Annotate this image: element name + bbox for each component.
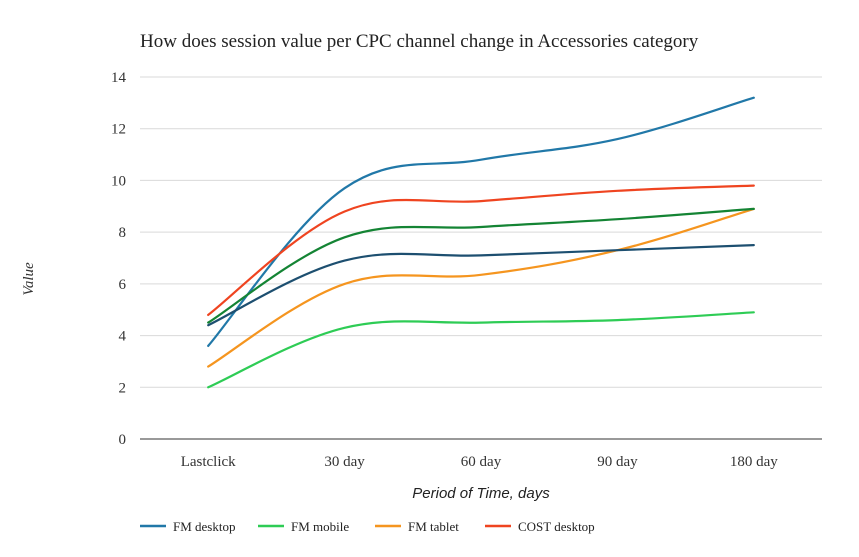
y-tick-label: 14 <box>111 70 127 86</box>
series-line <box>207 207 755 368</box>
series-line <box>207 311 755 389</box>
y-tick-label: 2 <box>119 380 127 396</box>
series-line <box>207 184 755 316</box>
grid-lines <box>140 76 822 440</box>
x-tick-label: 30 day <box>324 454 365 470</box>
x-tick-label: Lastclick <box>181 454 236 470</box>
y-tick-labels: 0 2 4 6 8 10 12 14 <box>111 70 127 448</box>
chart-title: How does session value per CPC channel c… <box>140 31 699 52</box>
y-tick-label: 10 <box>111 173 126 189</box>
y-tick-label: 8 <box>119 225 127 241</box>
y-tick-label: 0 <box>119 432 127 448</box>
y-axis-label: Value <box>21 262 37 296</box>
x-tick-label: 180 day <box>730 454 778 470</box>
series-line <box>207 96 755 347</box>
series-line <box>207 207 755 324</box>
y-tick-label: 4 <box>119 329 127 345</box>
legend-label: COST desktop <box>518 519 595 534</box>
legend-label: FM mobile <box>291 519 349 534</box>
x-tick-labels: Lastclick 30 day 60 day 90 day 180 day <box>181 454 779 470</box>
series-line <box>207 244 755 327</box>
legend: FM desktop FM mobile FM tablet COST desktop <box>140 519 595 534</box>
y-tick-label: 12 <box>111 122 126 138</box>
legend-label: FM desktop <box>173 519 235 534</box>
x-axis-label: Period of Time, days <box>412 485 550 502</box>
y-tick-label: 6 <box>119 277 127 293</box>
legend-label: FM tablet <box>408 519 459 534</box>
series-lines <box>207 96 755 389</box>
x-tick-label: 90 day <box>597 454 638 470</box>
x-tick-label: 60 day <box>461 454 502 470</box>
